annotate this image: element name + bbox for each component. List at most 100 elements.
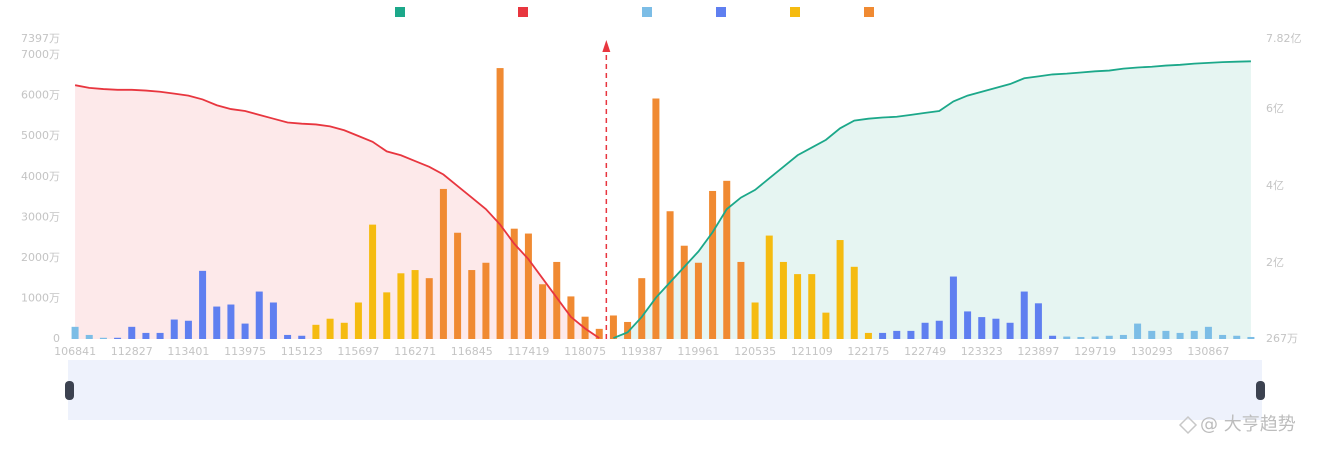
bar: [241, 323, 249, 339]
line-layer: [74, 60, 1251, 339]
bar: [439, 188, 447, 339]
bar: [1190, 330, 1198, 339]
x-tick-label: 115697: [337, 345, 379, 358]
bar: [255, 291, 263, 339]
area: [75, 85, 600, 339]
bar: [609, 315, 617, 339]
bar: [680, 245, 688, 339]
legend-swatch: [716, 7, 726, 17]
bar: [85, 334, 93, 339]
bar: [454, 232, 462, 339]
bar: [723, 180, 731, 339]
legend-swatch: [518, 7, 528, 17]
y-tick-label: 7000万: [21, 48, 60, 61]
x-tick-label: 118075: [564, 345, 606, 358]
x-tick-label: 116845: [451, 345, 493, 358]
bar: [638, 278, 646, 339]
zoom-handle[interactable]: [65, 381, 74, 400]
bar: [397, 273, 405, 339]
bar: [1162, 330, 1170, 339]
x-tick-label: 106841: [54, 345, 96, 358]
bar: [779, 261, 787, 339]
bar: [199, 270, 207, 339]
bar: [992, 318, 1000, 339]
bar: [539, 284, 547, 339]
bar: [298, 335, 306, 339]
bar: [822, 312, 830, 339]
x-tick-label: 116271: [394, 345, 436, 358]
y-tick-label: 2000万: [21, 251, 60, 264]
y-tick-label: 5000万: [21, 129, 60, 142]
bar: [411, 270, 419, 339]
bar: [269, 302, 277, 339]
y-tick-label: 7397万: [21, 32, 60, 45]
legend-swatch: [395, 7, 405, 17]
bar: [496, 68, 504, 340]
y-tick-label: 6000万: [21, 89, 60, 102]
bar: [1020, 291, 1028, 339]
x-tick-label: 120535: [734, 345, 776, 358]
x-tick-label: 123897: [1017, 345, 1059, 358]
x-tick-label: 119387: [621, 345, 663, 358]
zoom-slider[interactable]: [68, 360, 1262, 420]
bar-layer: [71, 68, 1255, 340]
bar: [765, 235, 773, 339]
bar: [652, 98, 660, 339]
y2-tick-label: 2亿: [1266, 256, 1284, 269]
y2-tick-label: 6亿: [1266, 102, 1284, 115]
bar: [284, 334, 292, 339]
y-tick-label: 0: [53, 332, 60, 345]
divider-arrow-head: [602, 40, 611, 52]
bar: [1233, 335, 1241, 339]
bar: [964, 311, 972, 339]
y-tick-label: 1000万: [21, 291, 60, 304]
bar: [624, 321, 632, 339]
bar: [1204, 326, 1212, 339]
bar: [1119, 334, 1127, 339]
bar: [1091, 336, 1099, 339]
y2-tick-label: 7.82亿: [1266, 32, 1302, 45]
bar: [227, 304, 235, 339]
bar: [1148, 330, 1156, 339]
bar: [354, 302, 362, 339]
y2-tick-label: 4亿: [1266, 179, 1284, 192]
bar: [907, 330, 915, 339]
x-tick-label: 122175: [847, 345, 889, 358]
bar: [1063, 336, 1071, 339]
bar: [184, 320, 192, 339]
x-tick-label: 112827: [111, 345, 153, 358]
area: [613, 61, 1251, 339]
zoom-handle[interactable]: [1256, 381, 1265, 400]
x-tick-label: 123323: [961, 345, 1003, 358]
bar: [751, 302, 759, 339]
bar: [425, 278, 433, 339]
bar: [1077, 336, 1085, 339]
bar: [1219, 334, 1227, 339]
bar: [383, 292, 391, 339]
bar: [524, 233, 532, 339]
y-tick-label: 3000万: [21, 210, 60, 223]
legend-swatch: [864, 7, 874, 17]
bar: [553, 261, 561, 339]
line: [613, 60, 1251, 339]
bar: [921, 322, 929, 339]
x-tick-label: 113975: [224, 345, 266, 358]
bar: [1006, 322, 1014, 339]
bar: [935, 320, 943, 339]
bar: [213, 306, 221, 339]
x-tick-label: 117419: [507, 345, 549, 358]
area-layer: [75, 61, 1251, 339]
bar: [978, 317, 986, 339]
bar: [369, 224, 377, 339]
bar: [1176, 332, 1184, 339]
x-tick-label: 115123: [281, 345, 323, 358]
bar: [340, 322, 348, 339]
bar: [99, 337, 107, 339]
bar: [114, 337, 122, 339]
bar: [949, 276, 957, 339]
bar: [510, 228, 518, 339]
x-tick-label: 129719: [1074, 345, 1116, 358]
bar: [156, 332, 164, 339]
bar: [879, 332, 887, 339]
